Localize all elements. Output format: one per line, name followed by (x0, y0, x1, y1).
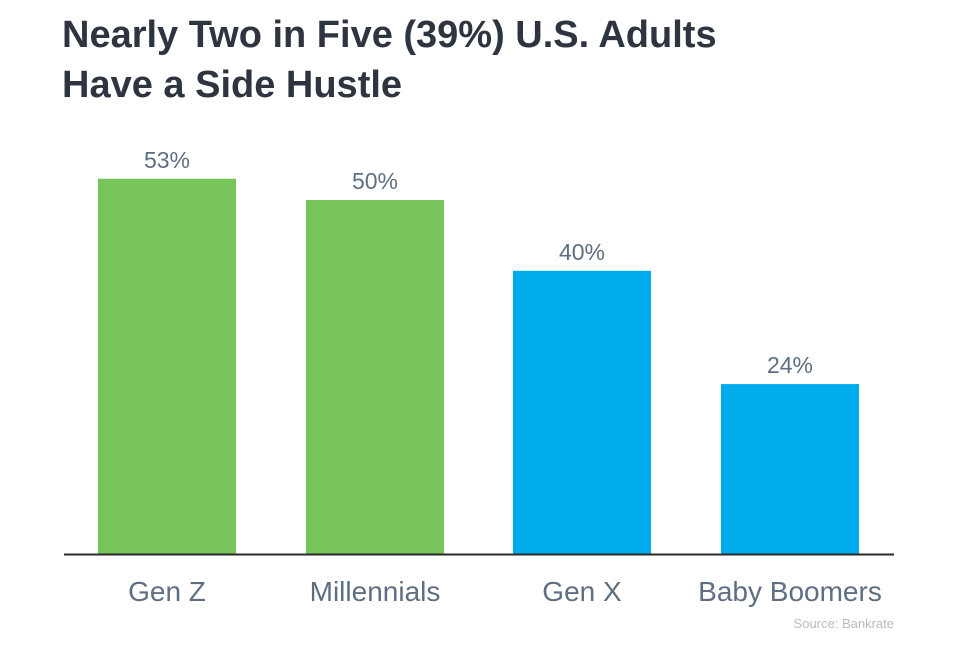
bar-gen-z (98, 178, 236, 554)
chart-title: Nearly Two in Five (39%) U.S. Adults Hav… (62, 10, 922, 110)
bar-millennials (306, 200, 444, 554)
category-label-gen-z: Gen Z (128, 576, 206, 607)
value-label-millennials: 50% (352, 168, 398, 194)
category-label-millennials: Millennials (310, 576, 441, 607)
category-label-baby-boomers: Baby Boomers (698, 576, 882, 607)
value-label-baby-boomers: 24% (767, 352, 813, 378)
value-label-gen-z: 53% (144, 147, 190, 173)
value-labels-group: 53% 50% 40% 24% (144, 147, 813, 378)
source-note: Source: Bankrate (793, 616, 894, 631)
chart-title-line-2: Have a Side Hustle (62, 64, 403, 106)
category-labels-group: Gen Z Millennials Gen X Baby Boomers (128, 576, 882, 607)
bar-gen-x (513, 270, 651, 554)
chart-title-line-1: Nearly Two in Five (39%) U.S. Adults (62, 14, 717, 56)
value-label-gen-x: 40% (559, 239, 605, 265)
bars-group (98, 178, 859, 554)
bar-baby-boomers (721, 384, 859, 554)
category-label-gen-x: Gen X (542, 576, 622, 607)
